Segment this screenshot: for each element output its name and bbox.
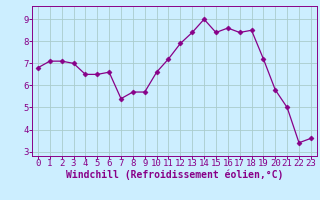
X-axis label: Windchill (Refroidissement éolien,°C): Windchill (Refroidissement éolien,°C) xyxy=(66,170,283,180)
